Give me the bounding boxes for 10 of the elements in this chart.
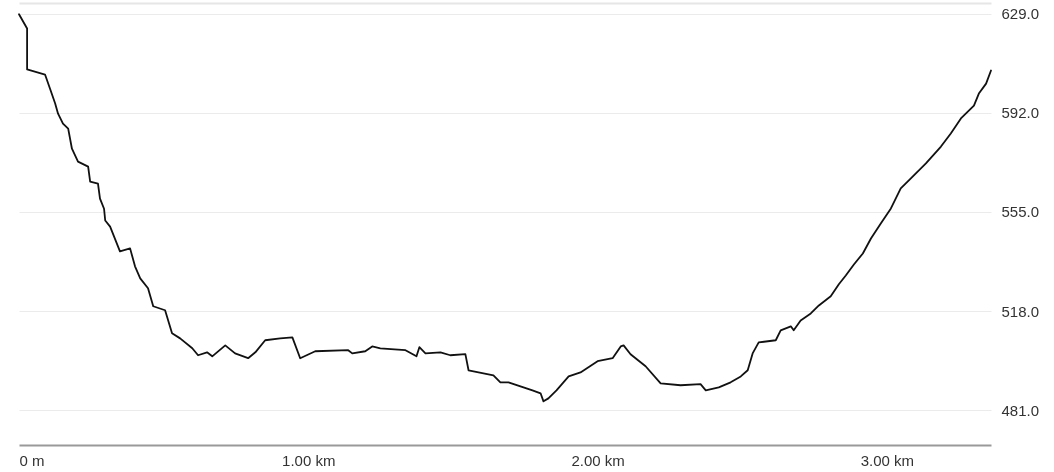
y-tick-label: 629.0 — [1001, 5, 1040, 23]
y-tick-label: 592.0 — [1001, 104, 1040, 122]
x-tick-label: 0 m — [19, 451, 45, 469]
line-series — [18, 13, 992, 403]
x-tick-label: 2.00 km — [571, 451, 625, 469]
x-tick-label: 3.00 km — [860, 451, 915, 469]
y-tick-label: 518.0 — [1001, 302, 1040, 320]
x-tick-label: 1.00 km — [282, 451, 336, 469]
y-tick-label: 481.0 — [1001, 401, 1040, 419]
y-tick-label: 555.0 — [1001, 203, 1040, 221]
